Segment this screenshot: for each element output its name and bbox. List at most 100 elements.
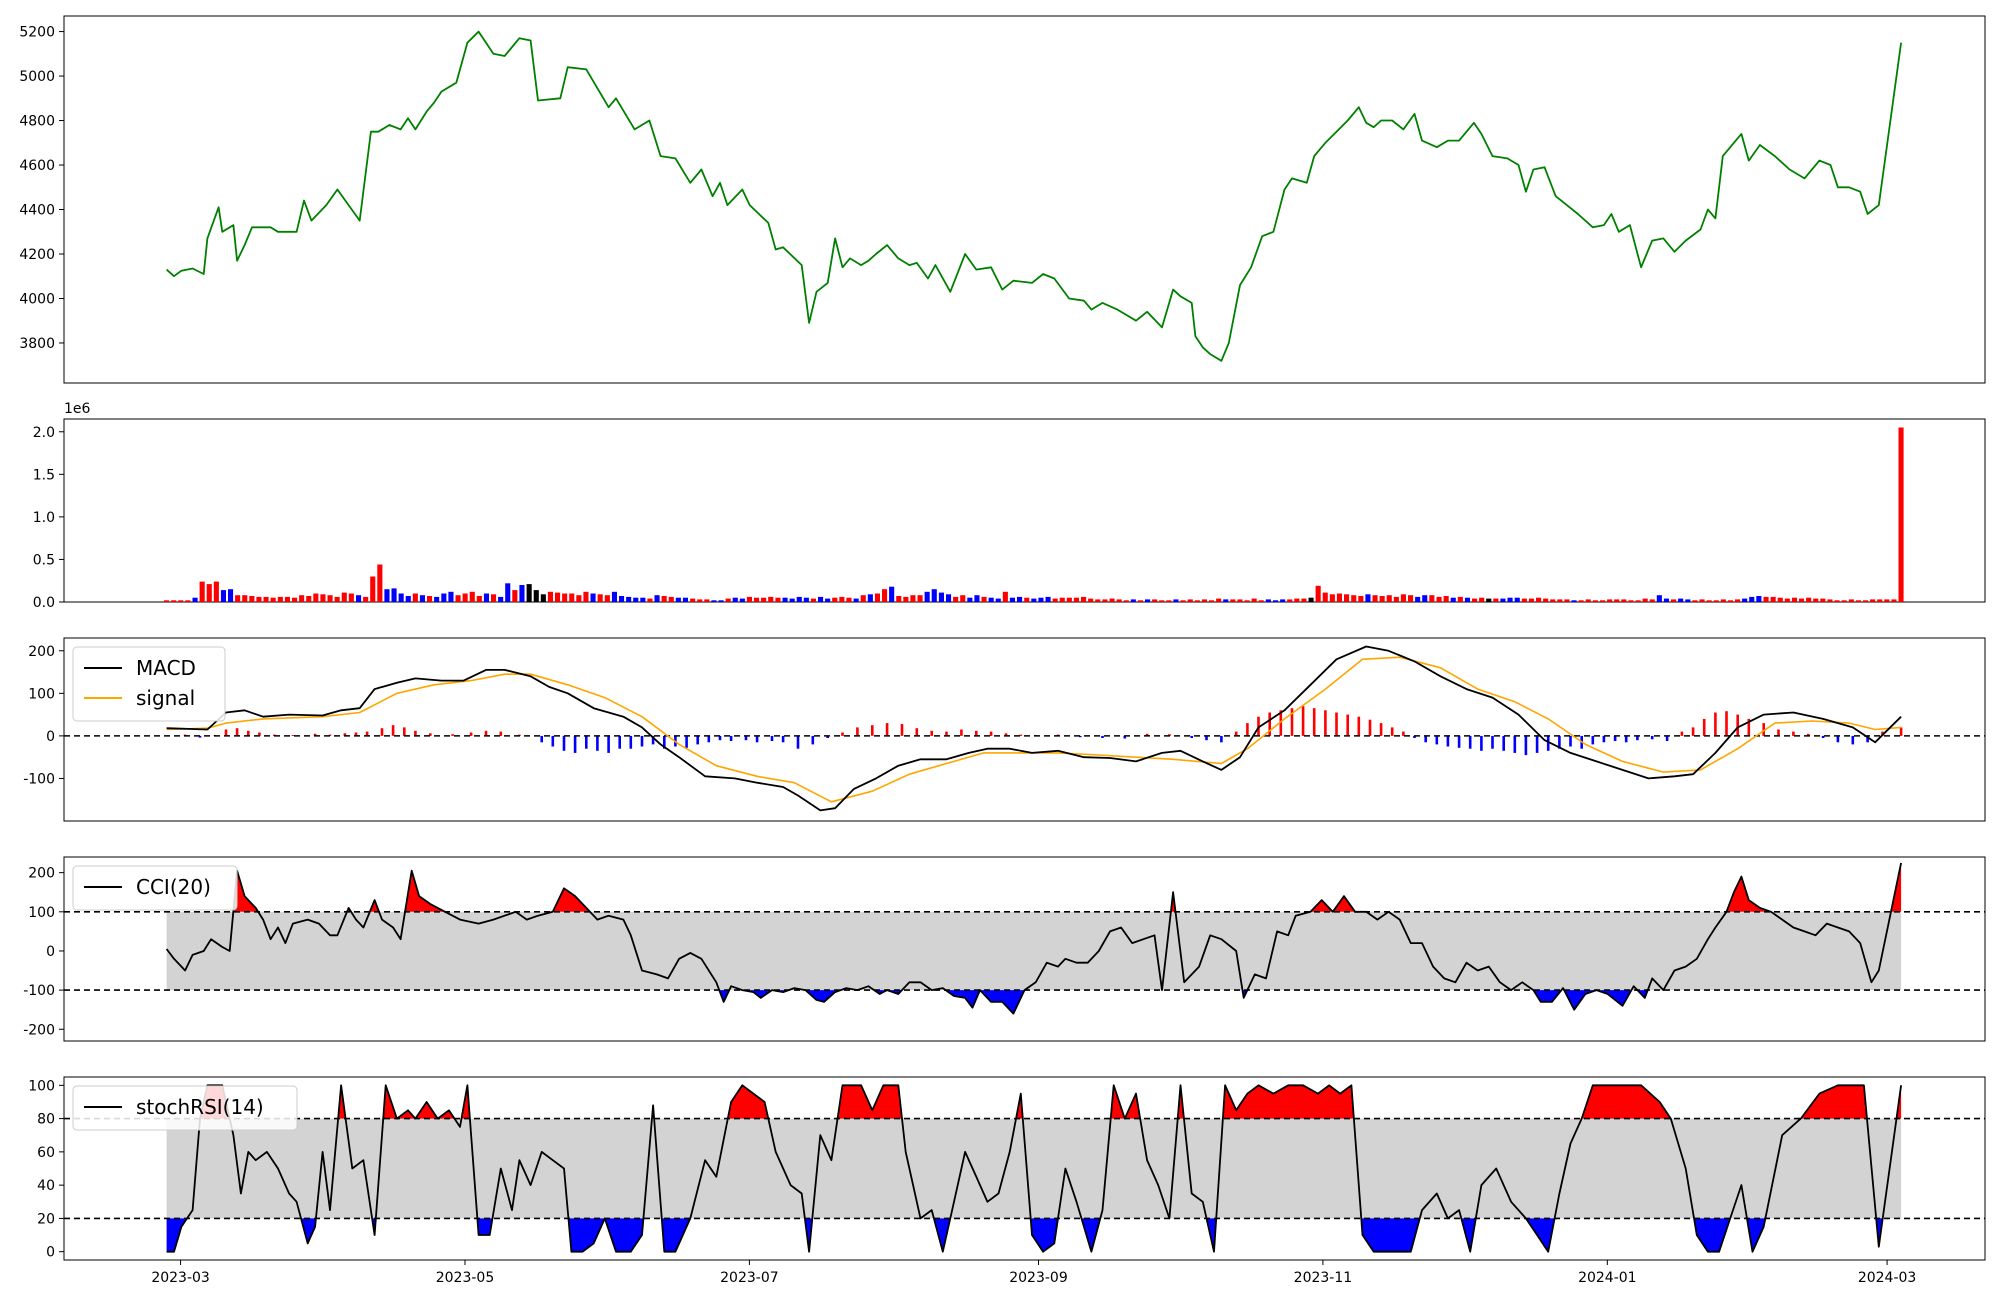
xtick-label: 2023-07 bbox=[720, 1270, 779, 1286]
volume-bar bbox=[1422, 595, 1428, 602]
price-ytick-label: 5200 bbox=[19, 25, 55, 41]
volume-bar bbox=[967, 597, 973, 602]
macd-histogram-bar bbox=[1379, 723, 1383, 736]
volume-bar bbox=[739, 598, 745, 602]
macd-histogram-bar bbox=[596, 735, 599, 751]
volume-bar bbox=[363, 596, 369, 602]
volume-bar bbox=[860, 595, 866, 602]
volume-bar bbox=[1727, 600, 1733, 602]
price-frame bbox=[63, 15, 1986, 384]
volume-bar bbox=[867, 594, 873, 602]
cci-legend-box bbox=[72, 865, 238, 911]
volume-bar bbox=[1607, 599, 1613, 602]
macd-histogram-bar bbox=[1821, 735, 1825, 738]
stochrsi-legend: stochRSI(14) bbox=[72, 1085, 298, 1131]
volume-bar bbox=[1528, 598, 1534, 602]
macd-histogram-bar bbox=[1413, 735, 1416, 738]
volume-bar bbox=[256, 596, 262, 602]
volume-bar bbox=[803, 597, 809, 602]
xtick-label: 2023-09 bbox=[1009, 1270, 1068, 1286]
volume-bar bbox=[1052, 598, 1058, 602]
macd-histogram-bar bbox=[1602, 735, 1606, 743]
volume-bar bbox=[1287, 599, 1293, 602]
volume-bar bbox=[1159, 600, 1165, 602]
stochrsi-ytick-label: 60 bbox=[37, 1145, 55, 1161]
volume-bar bbox=[810, 598, 816, 602]
volume-bar bbox=[1280, 599, 1286, 602]
volume-bar bbox=[1827, 599, 1833, 602]
macd-histogram-bar bbox=[1205, 735, 1208, 741]
volume-bar bbox=[1009, 597, 1015, 602]
macd-histogram-bar bbox=[1650, 735, 1654, 740]
volume-bar bbox=[1066, 597, 1072, 602]
macd-histogram-bar bbox=[1019, 734, 1023, 736]
stochrsi-frame bbox=[63, 1076, 1986, 1261]
macd-histogram-bar bbox=[1435, 735, 1439, 745]
macd-histogram-bar bbox=[1457, 735, 1461, 748]
volume-bar bbox=[1216, 598, 1222, 602]
volume-bar bbox=[1514, 597, 1520, 602]
volume-bar bbox=[818, 596, 824, 602]
macd-histogram-bar bbox=[1747, 718, 1751, 736]
volume-bar bbox=[448, 591, 454, 602]
macd-histogram-bar bbox=[1279, 710, 1283, 736]
volume-bar bbox=[725, 598, 731, 602]
volume-bar bbox=[1180, 600, 1186, 602]
macd-histogram-bar bbox=[1004, 733, 1008, 736]
macd-histogram-bar bbox=[1702, 718, 1706, 736]
macd-histogram-bar bbox=[540, 735, 543, 743]
volume-bar bbox=[1699, 599, 1705, 602]
volume-bar bbox=[1109, 598, 1115, 602]
volume-ytick-label: 1.5 bbox=[33, 467, 55, 483]
volume-bar bbox=[384, 589, 390, 602]
volume-bar bbox=[235, 595, 241, 602]
cci-line bbox=[165, 862, 1902, 1015]
volume-bar bbox=[1806, 597, 1812, 602]
macd-histogram-bar bbox=[1402, 731, 1405, 736]
volume-bar bbox=[1201, 599, 1207, 602]
macd-histogram-bar bbox=[1491, 735, 1494, 749]
macd-ytick-label: 0 bbox=[46, 729, 55, 745]
volume-bar bbox=[761, 597, 767, 602]
volume-bar bbox=[1166, 600, 1172, 602]
macd-frame bbox=[63, 637, 1986, 822]
volume-bar bbox=[1884, 599, 1890, 602]
volume-bar bbox=[547, 591, 553, 602]
macd-histogram-bar bbox=[618, 735, 621, 749]
volume-bar bbox=[249, 596, 255, 602]
volume-bar bbox=[519, 585, 525, 602]
volume-bar bbox=[832, 597, 838, 602]
volume-bar bbox=[1059, 597, 1065, 602]
volume-bar bbox=[1649, 599, 1655, 602]
volume-bar bbox=[1379, 596, 1385, 602]
macd-histogram-bar bbox=[247, 730, 250, 736]
macd-histogram-bar bbox=[391, 725, 395, 736]
volume-bar bbox=[1315, 585, 1321, 602]
volume-bar bbox=[1443, 596, 1449, 602]
volume-bar bbox=[1095, 599, 1101, 602]
volume-bar bbox=[675, 597, 681, 602]
macd-histogram-bar bbox=[1624, 735, 1628, 743]
volume-bar bbox=[1152, 599, 1158, 602]
volume-bar bbox=[540, 594, 546, 602]
volume-bar bbox=[1777, 597, 1783, 602]
macd-histogram-bar bbox=[989, 731, 993, 736]
macd-histogram-bar bbox=[484, 730, 488, 736]
cci-neutral-band bbox=[166, 911, 1902, 991]
volume-bar bbox=[1301, 598, 1307, 602]
volume-bar bbox=[1578, 600, 1584, 602]
volume-bar bbox=[668, 596, 674, 602]
volume-bar bbox=[1557, 599, 1563, 602]
macd-histogram-bar bbox=[1591, 735, 1595, 745]
macd-ytick-label: 100 bbox=[28, 686, 55, 702]
volume-bar bbox=[697, 599, 703, 602]
volume-bar bbox=[825, 598, 831, 602]
volume-bar bbox=[654, 595, 660, 602]
macd-histogram-bar bbox=[607, 735, 610, 753]
volume-bar bbox=[377, 564, 383, 602]
volume-bar bbox=[1692, 600, 1698, 602]
cci-ytick-label: 100 bbox=[28, 905, 55, 921]
macd-histogram-bar bbox=[585, 735, 588, 749]
volume-bar bbox=[1663, 598, 1669, 602]
volume-bar bbox=[917, 595, 923, 602]
